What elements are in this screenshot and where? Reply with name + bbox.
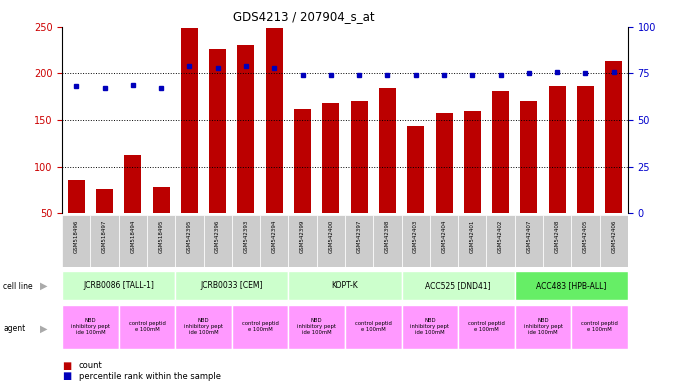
Text: GSM518495: GSM518495 — [159, 219, 164, 253]
Bar — [571, 215, 600, 267]
Bar — [152, 187, 170, 213]
Text: GSM542401: GSM542401 — [470, 219, 475, 253]
Text: GSM542403: GSM542403 — [413, 219, 418, 253]
Text: GSM542398: GSM542398 — [385, 219, 390, 253]
Bar — [520, 101, 538, 213]
Text: agent: agent — [3, 324, 26, 333]
Bar — [294, 109, 311, 213]
Text: ■: ■ — [62, 371, 71, 381]
Bar — [379, 88, 396, 213]
Text: percentile rank within the sample: percentile rank within the sample — [79, 372, 221, 381]
Text: GSM542393: GSM542393 — [244, 219, 248, 253]
Bar — [62, 271, 175, 300]
Bar — [407, 126, 424, 213]
Bar — [266, 28, 283, 213]
Bar — [458, 305, 515, 349]
Text: control peptid
e 100mM: control peptid e 100mM — [128, 321, 166, 332]
Text: ▶: ▶ — [40, 323, 47, 333]
Text: GSM542408: GSM542408 — [555, 219, 560, 253]
Bar — [351, 101, 368, 213]
Bar — [175, 271, 288, 300]
Text: GSM518494: GSM518494 — [130, 219, 135, 253]
Bar — [571, 305, 628, 349]
Text: JCRB0033 [CEM]: JCRB0033 [CEM] — [201, 281, 263, 290]
Text: GSM542399: GSM542399 — [300, 219, 305, 253]
Bar — [175, 215, 204, 267]
Bar — [515, 271, 628, 300]
Bar — [62, 215, 90, 267]
Bar — [119, 305, 175, 349]
Bar — [209, 49, 226, 213]
Text: GSM542404: GSM542404 — [442, 219, 446, 253]
Text: control peptid
e 100mM: control peptid e 100mM — [468, 321, 505, 332]
Text: control peptid
e 100mM: control peptid e 100mM — [581, 321, 618, 332]
Bar — [237, 45, 255, 213]
Text: GSM542402: GSM542402 — [498, 219, 503, 253]
Text: NBD
inhibitory pept
ide 100mM: NBD inhibitory pept ide 100mM — [184, 318, 223, 335]
Bar — [435, 114, 453, 213]
Bar — [486, 215, 515, 267]
Bar — [181, 28, 198, 213]
Text: GSM542397: GSM542397 — [357, 219, 362, 253]
Text: ACC525 [DND41]: ACC525 [DND41] — [425, 281, 491, 290]
Bar — [175, 305, 232, 349]
Text: ▶: ▶ — [40, 281, 47, 291]
Text: GSM542405: GSM542405 — [583, 219, 588, 253]
Text: ■: ■ — [62, 361, 71, 371]
Bar — [515, 215, 543, 267]
Text: GSM542394: GSM542394 — [272, 219, 277, 253]
Bar — [90, 215, 119, 267]
Bar — [124, 156, 141, 213]
Text: GSM518497: GSM518497 — [102, 219, 107, 253]
Bar — [322, 103, 339, 213]
Bar — [232, 215, 260, 267]
Bar — [549, 86, 566, 213]
Bar — [577, 86, 594, 213]
Text: GSM542406: GSM542406 — [611, 219, 616, 253]
Text: GSM542407: GSM542407 — [526, 219, 531, 253]
Bar — [68, 180, 85, 213]
Text: control peptid
e 100mM: control peptid e 100mM — [355, 321, 392, 332]
Bar — [464, 111, 481, 213]
Text: cell line: cell line — [3, 281, 33, 291]
Text: control peptid
e 100mM: control peptid e 100mM — [241, 321, 279, 332]
Bar — [119, 215, 147, 267]
Text: JCRB0086 [TALL-1]: JCRB0086 [TALL-1] — [83, 281, 154, 290]
Bar — [232, 305, 288, 349]
Bar — [317, 215, 345, 267]
Bar — [492, 91, 509, 213]
Bar — [543, 215, 571, 267]
Text: NBD
inhibitory pept
ide 100mM: NBD inhibitory pept ide 100mM — [297, 318, 336, 335]
Bar — [430, 215, 458, 267]
Text: count: count — [79, 361, 102, 370]
Bar — [204, 215, 232, 267]
Text: KOPT-K: KOPT-K — [332, 281, 358, 290]
Text: GSM542396: GSM542396 — [215, 219, 220, 253]
Text: NBD
inhibitory pept
ide 100mM: NBD inhibitory pept ide 100mM — [524, 318, 562, 335]
Bar — [605, 61, 622, 213]
Text: NBD
inhibitory pept
ide 100mM: NBD inhibitory pept ide 100mM — [411, 318, 449, 335]
Bar — [288, 305, 345, 349]
Bar — [96, 189, 113, 213]
Bar — [402, 305, 458, 349]
Text: NBD
inhibitory pept
ide 100mM: NBD inhibitory pept ide 100mM — [71, 318, 110, 335]
Bar — [345, 215, 373, 267]
Text: GSM518496: GSM518496 — [74, 219, 79, 253]
Text: ACC483 [HPB-ALL]: ACC483 [HPB-ALL] — [536, 281, 607, 290]
Bar — [288, 215, 317, 267]
Bar — [515, 305, 571, 349]
Bar — [288, 271, 402, 300]
Bar — [260, 215, 288, 267]
Bar — [600, 215, 628, 267]
Text: GSM542395: GSM542395 — [187, 219, 192, 253]
Text: GSM542400: GSM542400 — [328, 219, 333, 253]
Text: GDS4213 / 207904_s_at: GDS4213 / 207904_s_at — [233, 10, 375, 23]
Bar — [62, 305, 119, 349]
Bar — [402, 215, 430, 267]
Bar — [458, 215, 486, 267]
Bar — [345, 305, 402, 349]
Bar — [402, 271, 515, 300]
Bar — [147, 215, 175, 267]
Bar — [373, 215, 402, 267]
